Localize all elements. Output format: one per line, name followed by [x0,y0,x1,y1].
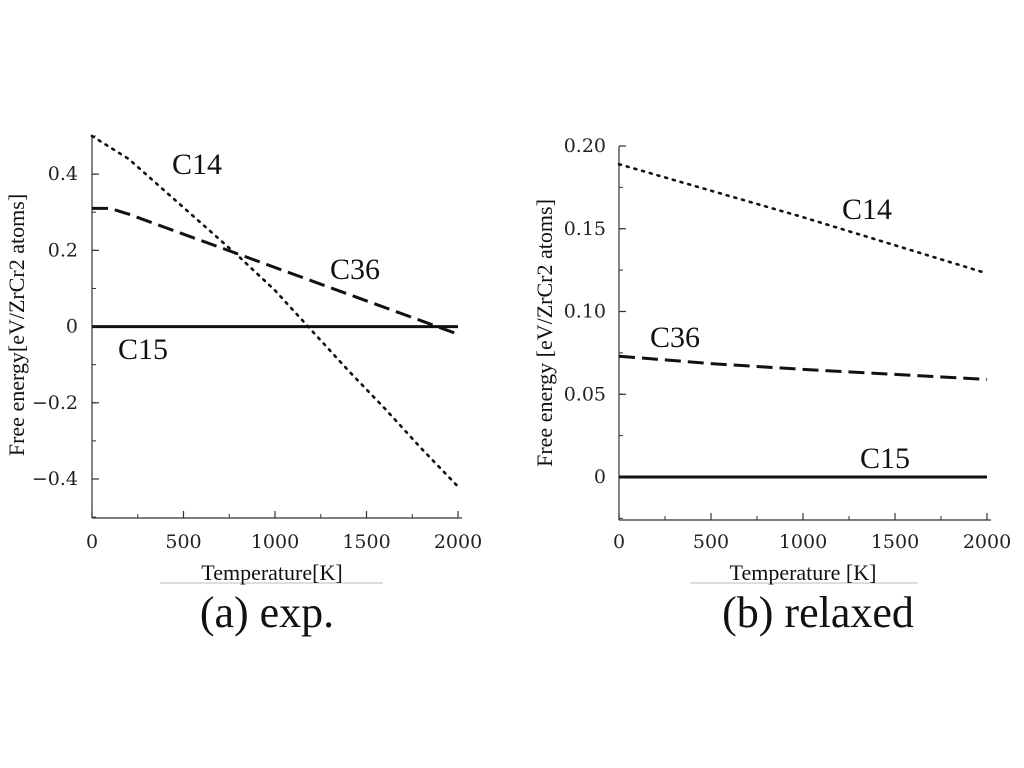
y-tick-label: 0.4 [48,163,78,185]
x-tick-label: 500 [693,531,729,553]
x-tick-label: 1500 [871,531,919,553]
chart-panel-b: 0 0.05 0.10 0.15 0.20 0 500 1000 1500 2000 C14 C36 C… [532,135,1011,637]
x-tick-label: 2000 [963,531,1011,553]
series-label-c15: C15 [118,333,168,366]
series-label-c36: C36 [650,321,700,354]
series-line-c14 [617,162,989,275]
y-axis-label: Free energy [eV/ZrCr2 atoms] [532,199,557,467]
series-label-c14: C14 [842,193,892,226]
y-tick-label: −0.4 [32,468,78,490]
x-tick-label: 1000 [251,531,299,553]
x-axis-label: Temperature[K] [201,560,342,585]
panel-caption: (a) exp. [200,588,334,637]
chart-panel-a: −0.4 −0.2 0 0.2 0.4 0 500 1000 1500 2000 C14 C36 C15… [4,134,482,637]
panel-caption: (b) relaxed [722,588,914,637]
y-tick-label: 0.10 [564,301,606,323]
x-tick-label: 1500 [342,531,390,553]
y-tick-label: 0.20 [564,135,606,157]
y-tick-label: 0.05 [564,383,606,405]
y-tick-label: 0 [66,316,78,338]
x-tick-label: 500 [165,531,201,553]
x-tick-label: 1000 [779,531,827,553]
series-label-c36: C36 [330,253,380,286]
series-label-c14: C14 [172,148,222,181]
y-tick-label: −0.2 [32,392,78,414]
y-tick-label: 0.2 [48,239,78,261]
series-line-c36 [92,206,459,336]
x-tick-label: 2000 [434,531,482,553]
y-tick-label: 0.15 [564,218,606,240]
y-axis-label: Free energy[eV/ZrCr2 atoms] [4,194,29,456]
series-label-c15: C15 [860,442,910,475]
series-line-c14 [90,134,460,488]
y-tick-label: 0 [594,466,606,488]
x-axis-label: Temperature [K] [730,560,877,585]
x-tick-label: 0 [86,531,98,553]
x-tick-label: 0 [613,531,625,553]
series-line-c36 [618,354,988,381]
